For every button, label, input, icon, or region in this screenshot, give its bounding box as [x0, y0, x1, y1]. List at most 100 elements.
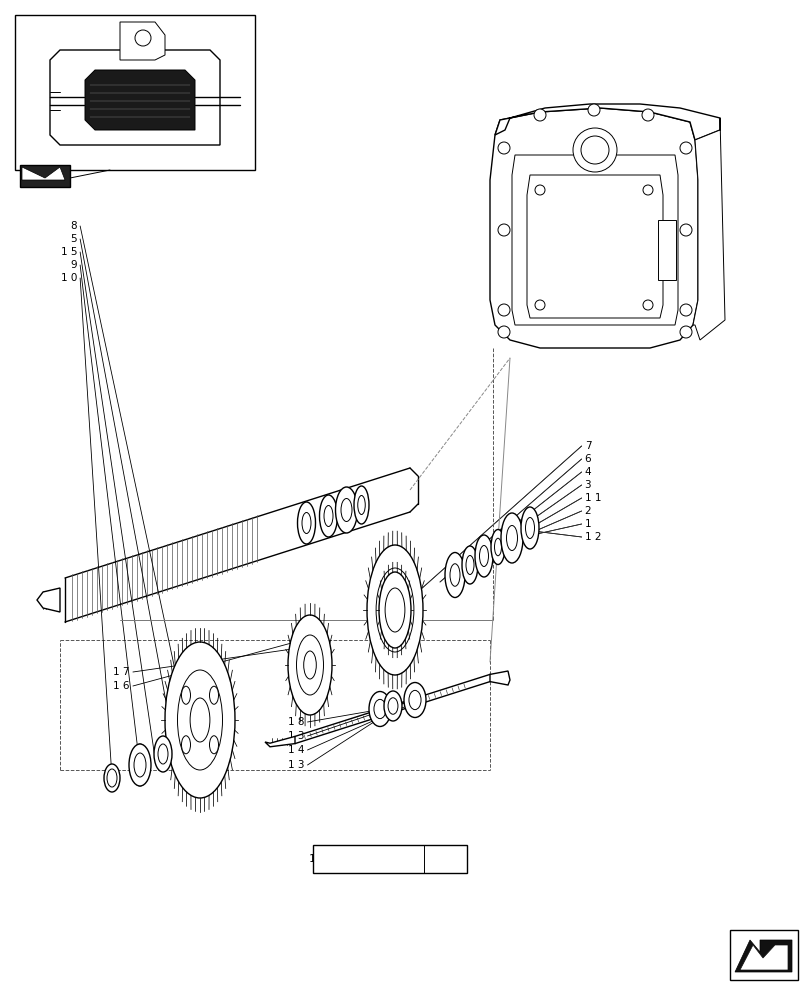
Ellipse shape [134, 753, 146, 777]
Polygon shape [85, 70, 195, 130]
Ellipse shape [444, 552, 465, 597]
Polygon shape [512, 155, 677, 325]
Ellipse shape [182, 686, 191, 704]
Ellipse shape [354, 486, 368, 524]
Circle shape [497, 224, 509, 236]
Polygon shape [22, 167, 65, 180]
Circle shape [497, 304, 509, 316]
Ellipse shape [368, 692, 391, 726]
Ellipse shape [341, 498, 351, 522]
Ellipse shape [209, 736, 218, 754]
Polygon shape [734, 940, 791, 972]
Circle shape [497, 142, 509, 154]
Text: 1 1: 1 1 [584, 493, 600, 503]
Circle shape [679, 224, 691, 236]
Text: 5: 5 [71, 234, 77, 244]
Text: 1 4: 1 4 [288, 745, 304, 755]
Polygon shape [50, 50, 220, 145]
Ellipse shape [500, 513, 522, 563]
Polygon shape [37, 588, 60, 612]
Ellipse shape [303, 651, 316, 679]
Circle shape [642, 300, 652, 310]
Ellipse shape [474, 535, 492, 577]
Ellipse shape [209, 686, 218, 704]
Text: 7: 7 [584, 441, 590, 451]
Ellipse shape [367, 545, 423, 675]
Ellipse shape [374, 699, 385, 719]
Ellipse shape [178, 670, 222, 770]
Ellipse shape [449, 564, 460, 586]
Ellipse shape [335, 487, 357, 533]
Text: 1 0: 1 0 [61, 273, 77, 283]
Ellipse shape [107, 769, 117, 787]
Polygon shape [739, 945, 787, 970]
Ellipse shape [297, 502, 315, 544]
Ellipse shape [319, 495, 337, 537]
Circle shape [534, 185, 544, 195]
Circle shape [679, 142, 691, 154]
Text: 8: 8 [71, 221, 77, 231]
Ellipse shape [358, 495, 365, 514]
Circle shape [573, 128, 616, 172]
Text: 9: 9 [71, 260, 77, 270]
Text: 1 3: 1 3 [288, 731, 304, 741]
Ellipse shape [379, 572, 410, 648]
Ellipse shape [384, 691, 401, 721]
Ellipse shape [182, 736, 191, 754]
Ellipse shape [479, 546, 488, 566]
Text: 3: 3 [584, 480, 590, 490]
Ellipse shape [375, 568, 414, 652]
Circle shape [679, 326, 691, 338]
Ellipse shape [154, 736, 172, 772]
Text: 4: 4 [584, 467, 590, 477]
Ellipse shape [404, 682, 426, 718]
Ellipse shape [491, 530, 504, 564]
Ellipse shape [494, 538, 501, 556]
Ellipse shape [384, 588, 405, 632]
Text: 1 7: 1 7 [114, 667, 130, 677]
Ellipse shape [506, 526, 517, 550]
Text: 1: 1 [584, 519, 590, 529]
Bar [729, 930, 797, 980]
Ellipse shape [129, 744, 151, 786]
Polygon shape [120, 22, 165, 60]
Text: 1 8: 1 8 [288, 717, 304, 727]
Circle shape [534, 300, 544, 310]
Text: 1 6: 1 6 [114, 681, 130, 691]
Ellipse shape [525, 518, 534, 538]
Bar [312, 845, 466, 873]
Circle shape [679, 304, 691, 316]
Polygon shape [489, 671, 509, 685]
Text: 1 . 8 0 . 1 / 0 1: 1 . 8 0 . 1 / 0 1 [309, 854, 423, 864]
Ellipse shape [388, 594, 401, 626]
Circle shape [642, 185, 652, 195]
Ellipse shape [461, 546, 478, 584]
Text: 2: 2 [584, 506, 590, 516]
Bar [15, 15, 255, 170]
Circle shape [587, 104, 599, 116]
Ellipse shape [158, 744, 168, 764]
Ellipse shape [388, 698, 397, 714]
Text: 6: 6 [584, 454, 590, 464]
Polygon shape [692, 118, 724, 340]
Polygon shape [264, 736, 294, 747]
Text: 1 3: 1 3 [288, 760, 304, 770]
Circle shape [497, 326, 509, 338]
Ellipse shape [165, 642, 234, 798]
Polygon shape [489, 108, 697, 348]
Text: 0 3: 0 3 [435, 854, 455, 864]
Text: 1 2: 1 2 [584, 532, 600, 542]
Ellipse shape [302, 512, 311, 534]
Circle shape [581, 136, 608, 164]
Ellipse shape [324, 506, 333, 526]
Ellipse shape [104, 764, 120, 792]
Ellipse shape [466, 556, 474, 574]
Circle shape [642, 109, 653, 121]
Circle shape [534, 109, 545, 121]
Circle shape [135, 30, 151, 46]
Bar [20, 165, 70, 187]
Ellipse shape [409, 690, 421, 710]
Polygon shape [526, 175, 663, 318]
Ellipse shape [521, 507, 539, 549]
Ellipse shape [190, 698, 209, 742]
